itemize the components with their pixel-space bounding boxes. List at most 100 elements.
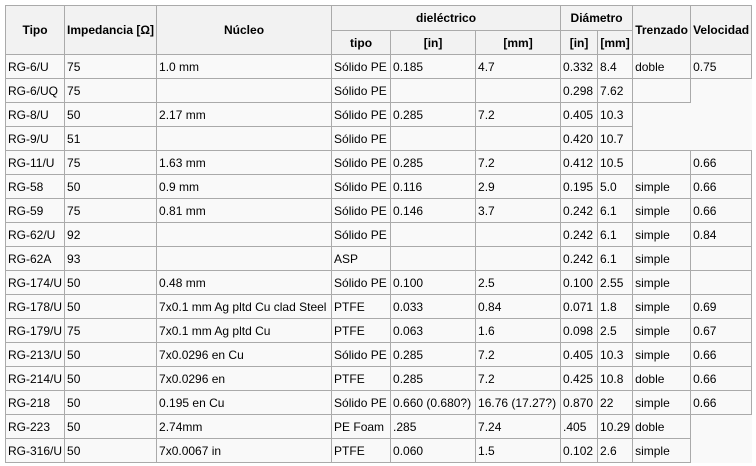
cell-nucleo: 7x0.1 mm Ag pltd Cu clad Steel [156,294,333,319]
cell-trenzado: simple [632,390,692,415]
cell-dielectrico-mm [475,246,562,271]
cell-dielectrico-mm [475,78,562,103]
cell-diametro-mm: 5.0 [597,174,634,199]
cell-velocidad [690,270,753,295]
cell-nucleo: 1.63 mm [156,150,333,175]
cell-tipo: RG-179/U [4,318,66,343]
cell-tipo: RG-213/U [4,342,66,367]
cell-diametro-in: 0.425 [560,366,599,391]
cell-trenzado: simple [632,174,692,199]
cell-dielectrico-in: 0.060 [390,438,477,463]
cell-tipo: RG-218 [4,390,66,415]
cell-dielectrico-tipo: Sólido PE [331,54,392,79]
table-row: RG-6/U 75 1.0 mm Sólido PE 0.185 4.7 0.332 8.4 d… [4,54,753,79]
header-diametro: Diámetro [560,5,634,31]
cell-tipo: RG-214/U [4,366,66,391]
header-trenzado: Trenzado [632,5,692,55]
cell-trenzado: simple [632,342,692,367]
cell-diametro-in: 0.098 [560,318,599,343]
cell-trenzado: simple [632,294,692,319]
cell-dielectrico-in [390,246,477,271]
cell-dielectrico-tipo: Sólido PE [331,150,392,175]
cell-dielectrico-mm [475,222,562,247]
cell-dielectrico-tipo: Sólido PE [331,222,392,247]
cell-dielectrico-mm: 0.84 [475,294,562,319]
cell-trenzado: simple [632,270,692,295]
cell-tipo: RG-62A [4,246,66,271]
cell-impedancia: 50 [64,438,158,463]
cell-diametro-mm: 8.4 [597,54,634,79]
cell-diametro-mm: 10.8 [597,366,634,391]
header-dielectrico-in: [in] [390,30,477,55]
cell-dielectrico-tipo: Sólido PE [331,78,392,103]
cell-impedancia: 50 [64,390,158,415]
cell-velocidad: 0.66 [690,198,753,223]
cell-dielectrico-in: 0.063 [390,318,477,343]
cell-nucleo: 7x0.0296 en [156,366,333,391]
cell-dielectrico-mm: 2.9 [475,174,562,199]
cell-trenzado: simple [632,222,692,247]
cell-tipo: RG-6/U [4,54,66,79]
cell-trenzado: doble [632,414,692,439]
cell-diametro-mm: 7.62 [597,78,634,103]
table-row: RG-62/U 92 Sólido PE 0.242 6.1 simple 0.84 [4,222,753,247]
cell-diametro-in: 0.412 [560,150,599,175]
cell-dielectrico-mm: 16.76 (17.27?) [475,390,562,415]
cell-impedancia: 50 [64,342,158,367]
cell-diametro-mm: 2.6 [597,438,634,463]
cell-dielectrico-in: 0.146 [390,198,477,223]
cell-diametro-mm: 10.3 [597,102,634,127]
cell-impedancia: 50 [64,102,158,127]
table-row: RG-223 50 2.74mm PE Foam .285 7.24.405 10.29 do… [4,414,752,439]
cell-dielectrico-in: 0.285 [390,150,477,175]
cell-diametro-in: 0.405 [560,102,599,127]
table-row: RG-178/U 50 7x0.1 mm Ag pltd Cu clad Steel… [4,294,753,319]
cell-tipo: RG-174/U [4,270,66,295]
table-row: RG-6/UQ 75 Sólido PE 0.298 7.62 [4,78,752,103]
cell-nucleo: 0.195 en Cu [156,390,333,415]
cell-impedancia: 50 [64,294,158,319]
cell-nucleo: 2.17 mm [156,102,333,127]
cell-impedancia: 50 [64,414,158,439]
cell-dielectrico-in: 0.116 [390,174,477,199]
cell-velocidad: 0.69 [690,294,753,319]
cell-nucleo: 1.0 mm [156,54,333,79]
cell-dielectrico-tipo: Sólido PE [331,198,392,223]
cell-velocidad: 0.66 [690,342,753,367]
cell-dielectrico-mm: 7.2 [475,342,562,367]
cell-impedancia: 50 [64,366,158,391]
cell-diametro-mm: 10.5 [597,150,634,175]
cell-impedancia: 93 [64,246,158,271]
cell-tipo: RG-223 [4,414,66,439]
cell-dielectrico-mm: 7.2 [475,366,562,391]
cell-dielectrico-tipo: PTFE [331,438,392,463]
cell-trenzado: doble [632,366,692,391]
cell-velocidad: 0.66 [690,390,753,415]
cell-dielectrico-mm: 7.2 [475,102,562,127]
cell-trenzado [632,78,692,103]
cell-tipo: RG-8/U [4,102,66,127]
cell-velocidad: 0.66 [690,150,753,175]
cell-velocidad: 0.75 [690,54,753,79]
cell-dielectrico-tipo: Sólido PE [331,270,392,295]
cell-diametro-in: 0.332 [560,54,599,79]
cell-velocidad [690,246,753,271]
cell-dielectrico-in: .285 [390,414,477,439]
cell-dielectrico-tipo: Sólido PE [331,126,392,151]
cell-diametro-mm: 2.55 [597,270,634,295]
cell-nucleo [156,78,333,103]
cell-dielectrico-in: 0.033 [390,294,477,319]
cell-dielectrico-mm: 4.7 [475,54,562,79]
cell-impedancia: 51 [64,126,158,151]
table-row: RG-9/U 51 Sólido PE 0.420 10.7 [4,126,752,151]
cell-tipo: RG-58 [4,174,66,199]
cell-dielectrico-mm: 1.6 [475,318,562,343]
cell-diametro-in: 0.242 [560,246,599,271]
cell-diametro-mm: 10.29 [597,414,634,439]
cell-dielectrico-mm: 1.5 [475,438,562,463]
cell-nucleo [156,222,333,247]
cell-dielectrico-in [390,78,477,103]
cell-diametro-mm: 2.5 [597,318,634,343]
cell-trenzado: simple [632,198,692,223]
cell-nucleo: 2.74mm [156,414,333,439]
